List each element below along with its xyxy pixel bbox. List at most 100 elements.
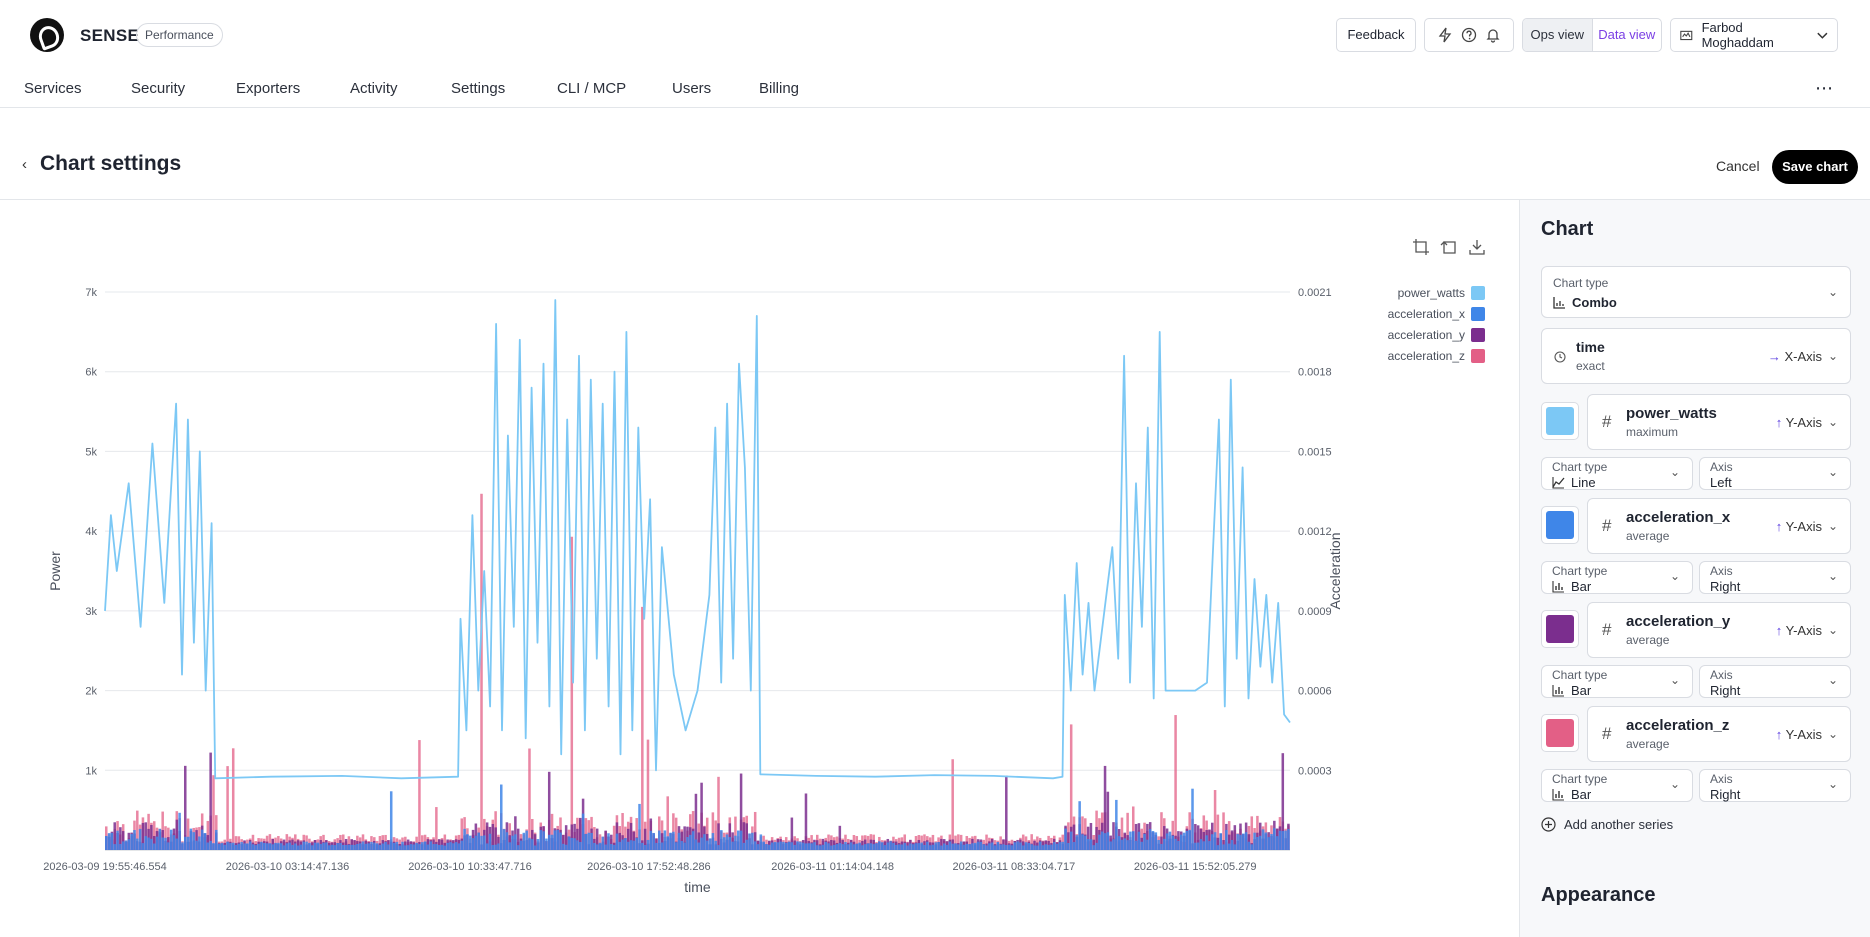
chart-area: 1k 2k 3k 4k 5k 6k 7k 0.0003 0.0006 0.0009 0.0012 0.… <box>0 200 1519 937</box>
back-icon[interactable]: ‹ <box>22 156 27 173</box>
user-menu[interactable]: Farbod Moghaddam <box>1670 18 1838 52</box>
bar-acceleration_x <box>601 836 605 850</box>
bar-acceleration_y <box>437 839 441 850</box>
bar-acceleration_x <box>579 841 582 850</box>
bar-acceleration_z <box>435 807 438 850</box>
series-color-picker[interactable] <box>1541 402 1579 440</box>
chevron-down-icon: ⌄ <box>1669 465 1680 479</box>
bar-acceleration_y <box>119 827 122 850</box>
bar-acceleration_x <box>643 844 647 850</box>
nav-item-users[interactable]: Users <box>672 80 712 97</box>
bar-acceleration_y <box>717 823 720 850</box>
bar-acceleration_x <box>1273 828 1276 850</box>
series-axis-select[interactable]: Axis Right ⌄ <box>1699 665 1851 698</box>
download-icon[interactable] <box>1468 238 1486 256</box>
bar-acceleration_x <box>500 784 503 850</box>
y-axis-label: Y-Axis <box>1785 415 1822 430</box>
series-field-row[interactable]: # acceleration_z average ↑ Y-Axis ⌄ <box>1587 706 1851 762</box>
bar-acceleration_x <box>514 834 517 850</box>
bar-acceleration_z <box>968 837 971 850</box>
nav-item-security[interactable]: Security <box>131 80 186 97</box>
series-axis-select[interactable]: Axis Right ⌄ <box>1699 769 1851 802</box>
bar-acceleration_x <box>200 829 204 850</box>
logo-icon[interactable] <box>30 18 64 52</box>
y-axis-indicator[interactable]: ↑ Y-Axis <box>1775 519 1822 534</box>
data-view-button[interactable]: Data view <box>1591 19 1662 51</box>
legend-item[interactable]: power_watts <box>1360 282 1485 303</box>
bar-acceleration_x <box>686 837 689 850</box>
series-color-picker[interactable] <box>1541 714 1579 752</box>
bar-acceleration_x <box>793 844 796 850</box>
nav-item-exporters[interactable]: Exporters <box>236 80 301 97</box>
nav-item-billing[interactable]: Billing <box>759 80 800 97</box>
bar-acceleration_x <box>463 828 466 850</box>
y-axis-indicator[interactable]: ↑ Y-Axis <box>1775 623 1822 638</box>
series-chart-type-select[interactable]: Chart type Bar ⌄ <box>1541 665 1693 698</box>
bar-acceleration_x <box>1016 841 1019 850</box>
bar-acceleration_x <box>1109 841 1112 850</box>
series-color-picker[interactable] <box>1541 506 1579 544</box>
series-axis-select[interactable]: Axis Right ⌄ <box>1699 561 1851 594</box>
crop-icon[interactable] <box>1412 238 1430 256</box>
ops-view-button[interactable]: Ops view <box>1523 19 1592 51</box>
nav-item-services[interactable]: Services <box>24 80 82 97</box>
bar-acceleration_x <box>1007 844 1011 850</box>
cancel-button[interactable]: Cancel <box>1716 158 1760 174</box>
bar-acceleration_x <box>231 842 235 850</box>
legend-label: power_watts <box>1397 285 1465 300</box>
series-chart-type-select[interactable]: Chart type Bar ⌄ <box>1541 561 1693 594</box>
bar-acceleration_x <box>1160 843 1163 850</box>
chart-type-value: Combo <box>1572 295 1617 310</box>
bar-acceleration_x <box>957 844 960 850</box>
bar-acceleration_y <box>547 771 551 850</box>
feedback-button[interactable]: Feedback <box>1336 18 1416 52</box>
bar-acceleration_x <box>937 842 940 850</box>
legend-item[interactable]: acceleration_x <box>1360 303 1485 324</box>
series-chart-type-select[interactable]: Chart type Line ⌄ <box>1541 457 1693 490</box>
bar-acceleration_y <box>1089 822 1093 850</box>
add-series-button[interactable]: Add another series <box>1541 817 1673 832</box>
bar-acceleration_x <box>700 837 703 850</box>
nav-item-activity[interactable]: Activity <box>350 80 398 97</box>
bar-acceleration_x <box>990 842 994 850</box>
y-axis-indicator[interactable]: ↑ Y-Axis <box>1775 415 1822 430</box>
bar-acceleration_z <box>954 835 957 850</box>
bell-icon[interactable] <box>1485 27 1501 43</box>
lightning-icon[interactable] <box>1437 27 1453 43</box>
reset-zoom-icon[interactable] <box>1440 238 1458 256</box>
bar-acceleration_x <box>674 842 678 850</box>
bar-acceleration_x <box>260 841 263 850</box>
bar-acceleration_x <box>1033 845 1036 850</box>
bar-acceleration_x <box>375 843 379 850</box>
bar-acceleration_x <box>189 828 193 850</box>
bar-acceleration_y <box>491 823 495 850</box>
series-axis-select[interactable]: Axis Left ⌄ <box>1699 457 1851 490</box>
x-axis-indicator[interactable]: → X-Axis <box>1767 349 1822 364</box>
chart-type-select[interactable]: Chart type Combo ⌄ <box>1541 266 1851 318</box>
series-chart-type-select[interactable]: Chart type Bar ⌄ <box>1541 769 1693 802</box>
bar-acceleration_x <box>610 844 613 850</box>
save-chart-button[interactable]: Save chart <box>1772 150 1858 184</box>
nav-item-cli-mcp[interactable]: CLI / MCP <box>557 80 627 97</box>
series-color-picker[interactable] <box>1541 610 1579 648</box>
series-field-row[interactable]: # power_watts maximum ↑ Y-Axis ⌄ <box>1587 394 1851 450</box>
bar-acceleration_x <box>502 829 506 850</box>
bar-acceleration_z <box>999 836 1002 850</box>
y-axis-indicator[interactable]: ↑ Y-Axis <box>1775 727 1822 742</box>
bar-acceleration_x <box>1194 842 1197 850</box>
legend-item[interactable]: acceleration_z <box>1360 345 1485 366</box>
legend-item[interactable]: acceleration_y <box>1360 324 1485 345</box>
bar-acceleration_x <box>265 843 269 850</box>
series-field-row[interactable]: # acceleration_y average ↑ Y-Axis ⌄ <box>1587 602 1851 658</box>
series-field-row[interactable]: # acceleration_x average ↑ Y-Axis ⌄ <box>1587 498 1851 554</box>
series-name: acceleration_x <box>1626 509 1731 526</box>
nav-item-settings[interactable]: Settings <box>451 80 506 97</box>
help-icon[interactable] <box>1461 27 1477 43</box>
bar-acceleration_x <box>1185 830 1189 850</box>
bar-acceleration_x <box>339 843 342 850</box>
combo-chart[interactable]: 1k 2k 3k 4k 5k 6k 7k 0.0003 0.0006 0.0009 0.0012 0.… <box>0 200 1380 937</box>
bar-acceleration_x <box>127 839 131 850</box>
more-menu-icon[interactable]: ⋯ <box>1815 78 1834 98</box>
x-field-row[interactable]: time exact → X-Axis ⌄ <box>1541 328 1851 384</box>
bar-acceleration_x <box>497 843 500 850</box>
